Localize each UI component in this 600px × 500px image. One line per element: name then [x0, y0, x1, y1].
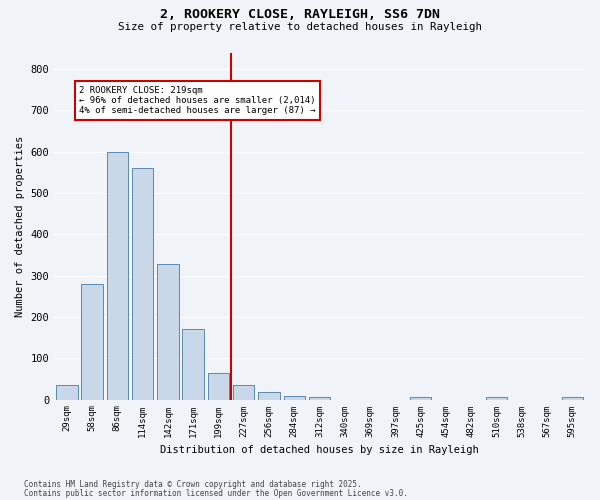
Bar [208, 372, 229, 400]
Bar [562, 398, 583, 400]
Bar [233, 385, 254, 400]
Bar [258, 392, 280, 400]
Text: Size of property relative to detached houses in Rayleigh: Size of property relative to detached ho… [118, 22, 482, 32]
Bar [486, 398, 507, 400]
Bar [182, 330, 204, 400]
Bar [107, 152, 128, 400]
Text: Contains public sector information licensed under the Open Government Licence v3: Contains public sector information licen… [24, 488, 408, 498]
Bar [157, 264, 179, 400]
Bar [56, 385, 77, 400]
X-axis label: Distribution of detached houses by size in Rayleigh: Distribution of detached houses by size … [160, 445, 479, 455]
Text: 2 ROOKERY CLOSE: 219sqm
← 96% of detached houses are smaller (2,014)
4% of semi-: 2 ROOKERY CLOSE: 219sqm ← 96% of detache… [79, 86, 316, 116]
Bar [82, 284, 103, 400]
Text: 2, ROOKERY CLOSE, RAYLEIGH, SS6 7DN: 2, ROOKERY CLOSE, RAYLEIGH, SS6 7DN [160, 8, 440, 20]
Text: Contains HM Land Registry data © Crown copyright and database right 2025.: Contains HM Land Registry data © Crown c… [24, 480, 362, 489]
Bar [284, 396, 305, 400]
Bar [410, 396, 431, 400]
Bar [309, 396, 331, 400]
Y-axis label: Number of detached properties: Number of detached properties [15, 136, 25, 316]
Bar [132, 168, 154, 400]
